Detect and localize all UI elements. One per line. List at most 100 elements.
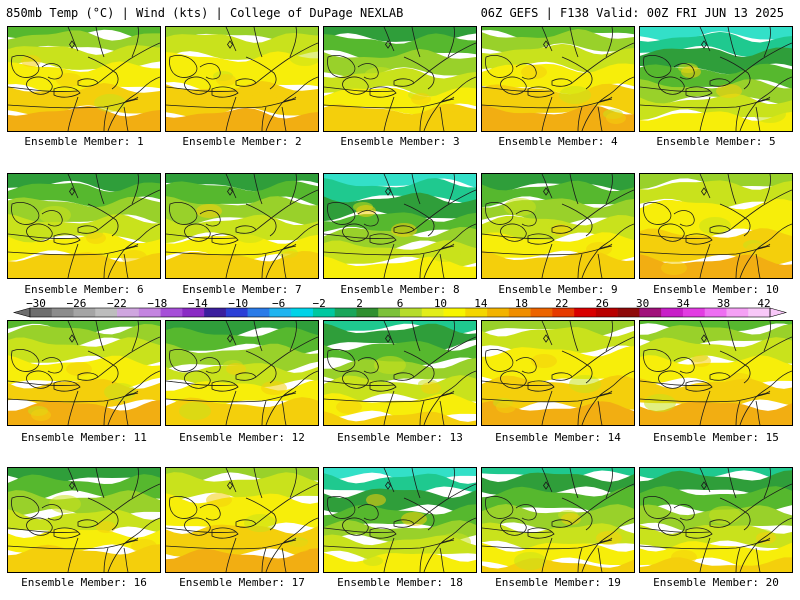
map-line [289,27,297,58]
map-line [640,527,711,533]
map-line [383,390,395,425]
map-line [253,174,263,205]
colorbar-segment [661,308,684,317]
temperature-blotch [121,250,147,264]
map-line [577,106,583,131]
map-line [383,27,395,52]
map-line [184,370,211,389]
map-line [261,106,267,131]
colorbar-segment [95,308,118,317]
map-line [482,233,553,239]
map-line [569,174,579,205]
temperature-band [324,256,476,278]
map-line [413,483,476,525]
map-line [166,98,297,109]
temperature-band [166,81,318,119]
map-line [225,321,237,346]
ensemble-member-label: Ensemble Member: 2 [182,135,302,148]
map-line [515,357,537,374]
map-line [551,78,573,87]
map-line [419,106,425,131]
map-line [184,76,211,95]
temperature-band [166,548,318,572]
map-line [403,56,435,90]
map-line [755,253,761,278]
temperature-blotch [569,375,601,393]
map-line [685,233,713,245]
temperature-blotch [196,204,222,218]
map-line [8,98,139,109]
colorbar-segment [138,308,161,317]
ensemble-member-label: Ensemble Member: 15 [653,431,779,444]
map-line [500,370,527,389]
map-line [383,96,395,131]
map-line [87,350,119,384]
map-line [719,497,751,531]
map-line [107,223,160,278]
ensemble-member-label: Ensemble Member: 9 [498,283,618,296]
temperature-blotch [374,356,406,374]
ensemble-member-label: Ensemble Member: 3 [340,135,460,148]
map-line [166,527,237,533]
colorbar-tick-label: −26 [66,297,87,310]
map-line [500,517,527,536]
map-line [342,223,369,242]
colorbar-tick-label: 22 [555,297,569,310]
map-line [225,537,237,572]
temperature-band [324,226,476,252]
map-line [439,106,445,131]
colorbar-segment [51,308,74,317]
map-line [571,189,634,231]
map-outlines [640,174,792,278]
ensemble-member-map [639,173,793,279]
map-line [673,357,695,374]
ensemble-member-label: Ensemble Member: 11 [21,431,147,444]
map-line [169,496,198,519]
map-line [597,253,603,278]
temperature-blotch [364,67,396,85]
temperature-blotch [496,401,516,413]
map-line [383,468,395,493]
temperature-blotch [179,402,211,420]
colorbar-segment [682,308,706,317]
map-line [211,86,239,98]
map-line [26,370,53,389]
map-line [643,349,672,372]
colorbar-segment [225,308,248,317]
map-line [281,106,287,131]
ensemble-member-map [639,26,793,132]
map-line [699,468,711,493]
ensemble-member-label: Ensemble Member: 19 [495,576,621,589]
map-line [605,468,613,499]
map-line [515,504,537,521]
map-line [342,76,369,95]
map-line [763,174,771,205]
temperature-blotch [671,550,697,564]
map-line [342,517,369,536]
temperature-blotch [521,65,547,79]
map-line [423,370,476,425]
colorbar-arrow-right [769,307,788,318]
map-line [11,349,40,372]
temperature-blotch [289,48,318,66]
map-line [199,63,221,80]
map-line [87,56,119,90]
ensemble-member-label: Ensemble Member: 14 [495,431,621,444]
map-line [605,174,613,205]
ensemble-member-label: Ensemble Member: 10 [653,283,779,296]
map-line [67,321,79,346]
map-line [482,527,553,533]
temperature-blotch [356,205,376,217]
map-line [95,27,105,58]
map-line [255,42,318,84]
map-line [423,76,476,131]
city-marker [701,334,707,343]
map-line [439,400,445,425]
city-marker [385,40,391,49]
map-line [41,504,63,521]
city-marker [543,481,549,490]
map-line [289,468,297,499]
map-line [169,202,198,225]
map-line [97,483,160,525]
temperature-band [166,234,318,262]
